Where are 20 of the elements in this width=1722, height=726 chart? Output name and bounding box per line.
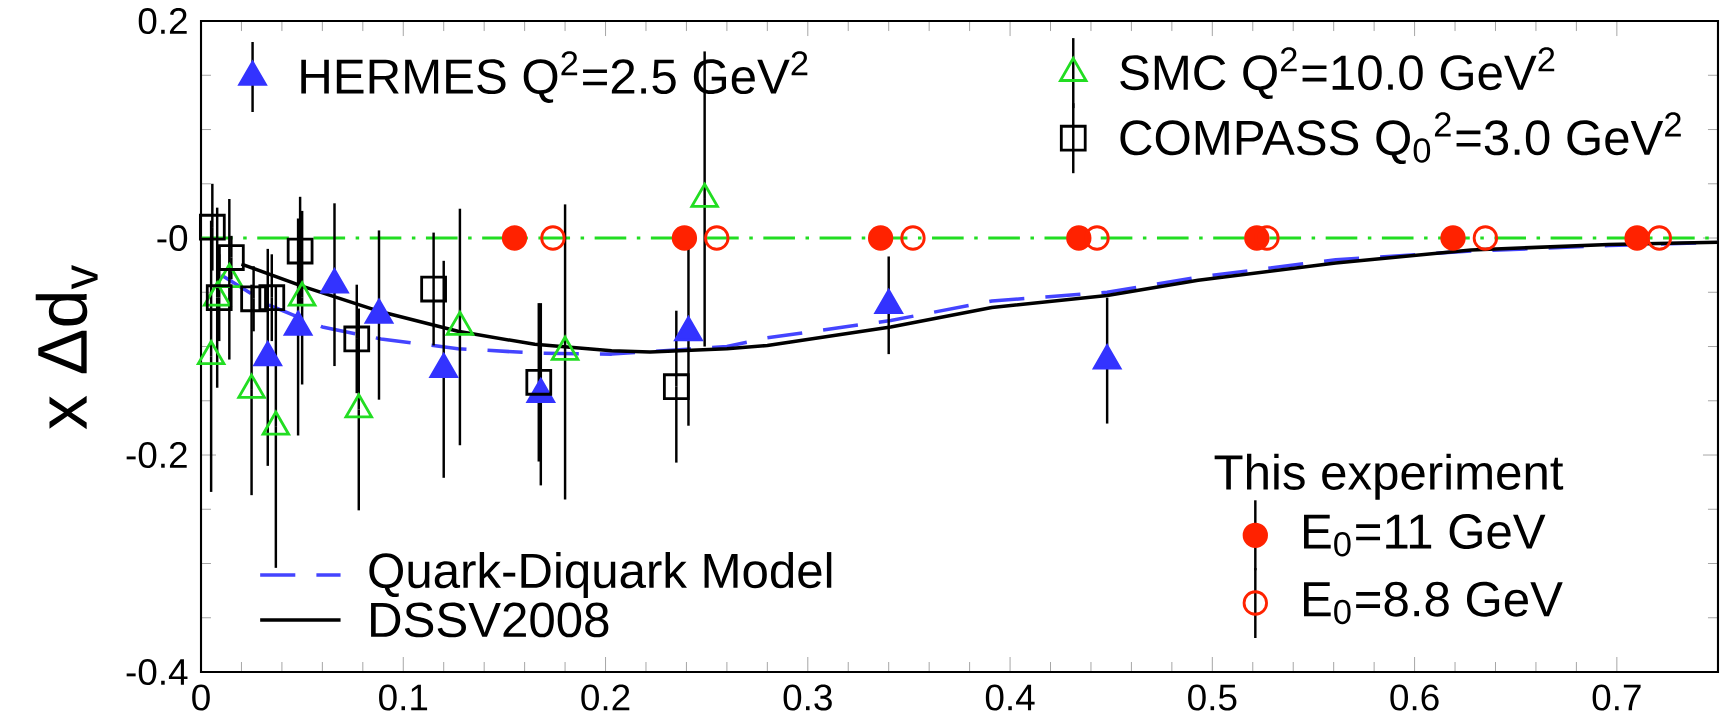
y-axis-title: x Δd$_{v}$ <box>35 264 98 430</box>
x-tick-label: 0.6 <box>1390 684 1439 711</box>
x-tick-label: 0.1 <box>379 684 428 711</box>
legend-title: This experiment <box>1214 453 1564 500</box>
legend-label: Quark-Diquark Model <box>369 552 832 598</box>
x-tick-label: 0.3 <box>783 684 832 711</box>
legend-label: E$_{0}$=8.8 GeV <box>1304 581 1563 625</box>
x-tick-label: 0.7 <box>1592 684 1641 711</box>
legend-label: SMC Q$^{2}$=10.0 GeV$^{2}$ <box>1120 47 1555 99</box>
y-tick-label: -0 <box>157 224 188 252</box>
x-tick-label: 0.5 <box>1188 684 1237 711</box>
x-tick-label: 0 <box>192 684 210 711</box>
legend-label: DSSV2008 <box>371 602 609 638</box>
y-tick-label: -0.4 <box>126 658 188 686</box>
x-tick-label: 0.2 <box>581 684 630 711</box>
x-tick-label: 0.4 <box>985 684 1035 711</box>
y-tick-label: 0.2 <box>138 8 187 35</box>
legend-label: E$_{0}$=11 GeV <box>1304 514 1546 557</box>
y-tick-label: -0.2 <box>126 441 187 469</box>
legend-label: COMPASS Q$_{0}$$^{2}$=3.0 GeV$^{2}$ <box>1120 112 1681 165</box>
